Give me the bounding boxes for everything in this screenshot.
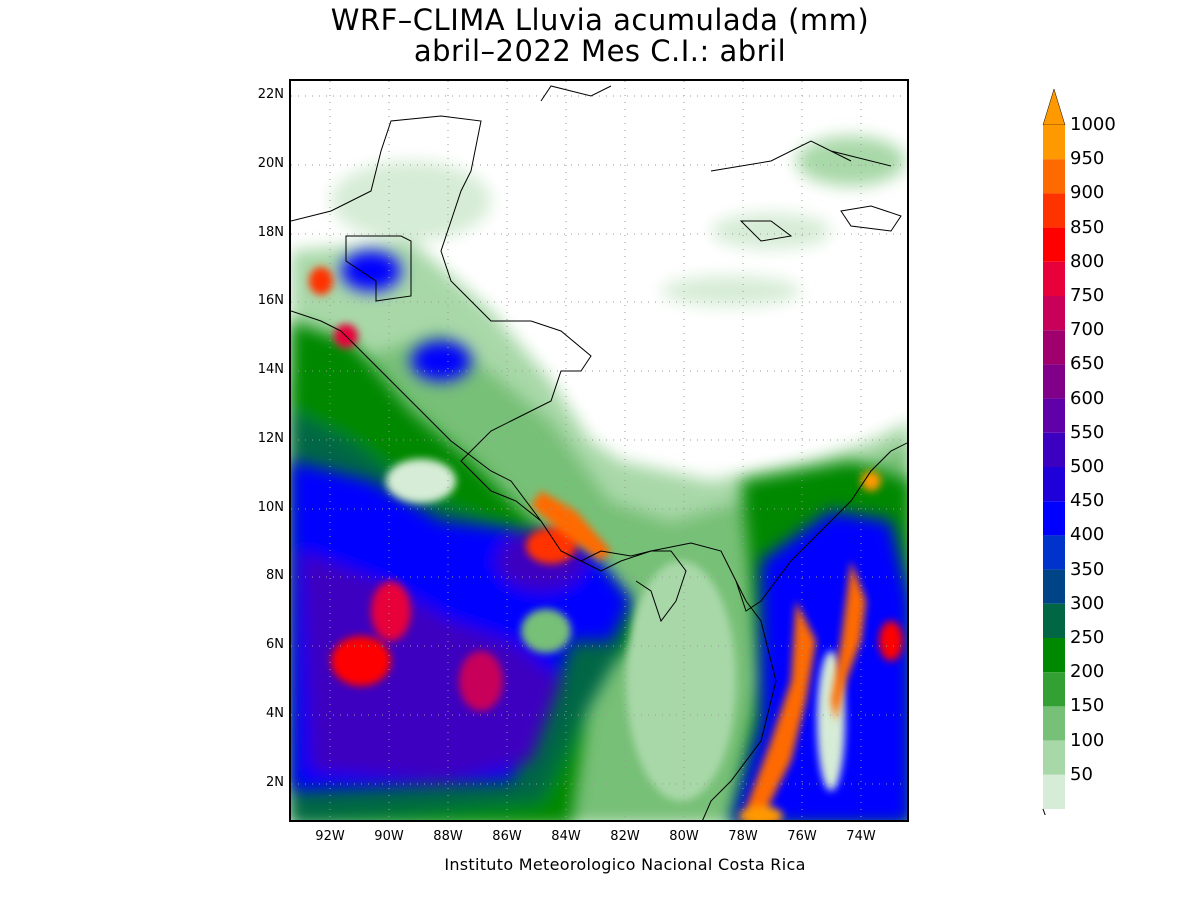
colorbar-swatch bbox=[1043, 569, 1065, 604]
colorbar-swatch bbox=[1043, 159, 1065, 194]
colorbar-label: 900 bbox=[1070, 182, 1105, 204]
lat-label: 16N bbox=[257, 293, 284, 308]
colorbar-label: 500 bbox=[1070, 456, 1105, 477]
colorbar-swatch bbox=[1043, 638, 1065, 673]
lat-label: 18N bbox=[257, 225, 284, 240]
colorbar-swatch bbox=[1043, 467, 1065, 502]
lat-label: 10N bbox=[257, 500, 284, 515]
credit-text: Instituto Meteorologico Nacional Costa R… bbox=[444, 855, 806, 874]
colorbar-label: 300 bbox=[1070, 592, 1105, 614]
colorbar-label: 550 bbox=[1070, 421, 1105, 443]
colorbar-label: 850 bbox=[1070, 216, 1105, 238]
colorbar-swatch bbox=[1043, 193, 1065, 228]
colorbar-label: 800 bbox=[1070, 250, 1105, 272]
colorbar-swatch bbox=[1043, 261, 1065, 296]
colorbar-swatch bbox=[1043, 125, 1065, 160]
colorbar-swatch bbox=[1043, 603, 1065, 638]
lon-label: 90W bbox=[374, 829, 404, 844]
precipitation-map bbox=[289, 79, 909, 822]
lon-label: 84W bbox=[551, 829, 581, 844]
colorbar-bottom-arrow bbox=[1042, 808, 1046, 815]
lon-label: 76W bbox=[787, 829, 817, 844]
colorbar-swatch bbox=[1043, 740, 1065, 775]
lon-label: 74W bbox=[846, 829, 876, 844]
lon-label: 82W bbox=[610, 829, 640, 844]
colorbar-swatch bbox=[1043, 330, 1065, 365]
graticule bbox=[291, 81, 907, 820]
lat-label: 8N bbox=[266, 568, 284, 583]
lon-label: 80W bbox=[669, 829, 699, 844]
colorbar-label: 1000 bbox=[1070, 114, 1116, 135]
map-canvas bbox=[291, 81, 907, 820]
colorbar-label: 100 bbox=[1070, 729, 1105, 751]
colorbar-top-arrow bbox=[1042, 88, 1066, 126]
lat-label: 4N bbox=[266, 706, 284, 721]
colorbar-swatch bbox=[1043, 364, 1065, 399]
lat-label: 22N bbox=[257, 87, 284, 102]
lon-label: 86W bbox=[492, 829, 522, 844]
colorbar-label: 650 bbox=[1070, 353, 1105, 375]
colorbar-label: 450 bbox=[1070, 490, 1105, 512]
colorbar-label: 150 bbox=[1070, 695, 1105, 717]
colorbar bbox=[1042, 88, 1066, 815]
lon-label: 78W bbox=[728, 829, 758, 844]
colorbar-label: 50 bbox=[1070, 763, 1093, 785]
colorbar-label: 200 bbox=[1070, 661, 1105, 683]
colorbar-swatch bbox=[1043, 227, 1065, 262]
lon-label: 92W bbox=[315, 829, 345, 844]
colorbar-swatch bbox=[1043, 672, 1065, 707]
lat-label: 2N bbox=[266, 775, 284, 790]
map-title: WRF–CLIMA Lluvia acumulada (mm) bbox=[330, 3, 870, 37]
colorbar-swatch bbox=[1043, 706, 1065, 741]
coastlines bbox=[291, 85, 907, 820]
colorbar-label: 250 bbox=[1070, 627, 1105, 648]
colorbar-label: 750 bbox=[1070, 285, 1105, 306]
colorbar-swatch bbox=[1043, 774, 1065, 809]
colorbar-label: 700 bbox=[1070, 319, 1105, 341]
colorbar-label: 950 bbox=[1070, 148, 1105, 170]
lat-label: 14N bbox=[257, 362, 284, 377]
colorbar-label: 400 bbox=[1070, 524, 1105, 546]
colorbar-swatch bbox=[1043, 432, 1065, 467]
rain-field-extreme bbox=[309, 267, 903, 820]
lat-label: 12N bbox=[257, 431, 284, 446]
colorbar-swatch bbox=[1043, 501, 1065, 536]
colorbar-swatch bbox=[1043, 535, 1065, 570]
map-subtitle: abril–2022 Mes C.I.: abril bbox=[413, 34, 787, 68]
colorbar-label: 600 bbox=[1070, 387, 1105, 409]
lat-label: 6N bbox=[266, 637, 284, 652]
lat-label: 20N bbox=[257, 156, 284, 171]
colorbar-swatch bbox=[1043, 296, 1065, 331]
lon-label: 88W bbox=[433, 829, 463, 844]
colorbar-label: 350 bbox=[1070, 558, 1105, 580]
colorbar-swatch bbox=[1043, 398, 1065, 433]
